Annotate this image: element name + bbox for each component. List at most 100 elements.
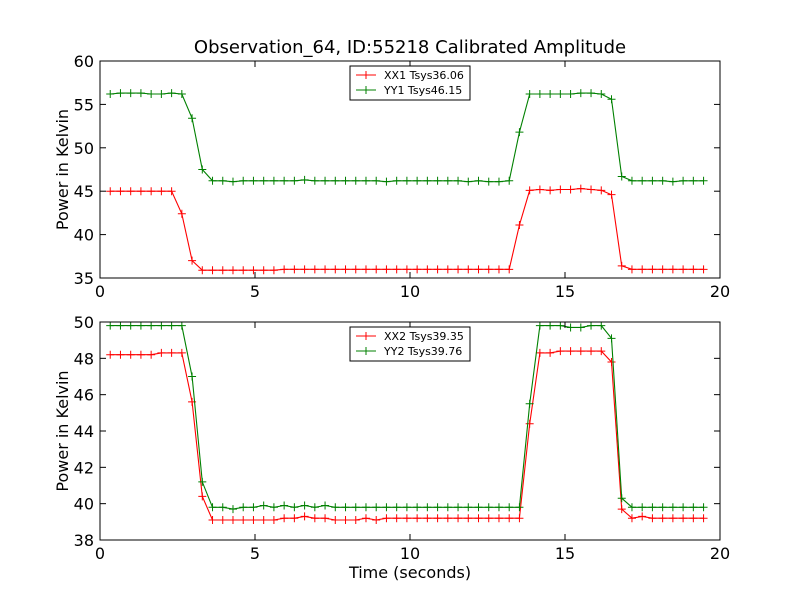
data-point [392, 176, 401, 185]
data-point [351, 503, 360, 512]
data-point [413, 176, 422, 185]
data-point [218, 266, 227, 275]
data-point [351, 176, 360, 185]
legend-entry: YY1 Tsys46.15 [383, 84, 462, 97]
data-point [413, 265, 422, 274]
data-point [699, 503, 708, 512]
legend-entry: XX1 Tsys36.06 [384, 69, 464, 82]
data-point [525, 419, 534, 428]
data-point [484, 177, 493, 186]
data-point [269, 266, 278, 275]
data-point [280, 514, 289, 523]
data-point [310, 514, 319, 523]
data-point [515, 221, 524, 230]
data-point [228, 505, 237, 514]
data-point [331, 265, 340, 274]
data-point [668, 503, 677, 512]
data-point [627, 176, 636, 185]
y-tick-label: 48 [74, 349, 94, 368]
data-point [494, 177, 503, 186]
data-point [228, 266, 237, 275]
legend-marker [362, 71, 370, 79]
data-point [433, 514, 442, 523]
data-point [679, 503, 688, 512]
data-point [157, 89, 166, 98]
data-point [300, 512, 309, 521]
data-point [525, 89, 534, 98]
data-point [147, 321, 156, 330]
data-point [464, 177, 473, 186]
data-point [310, 176, 319, 185]
x-tick-label: 20 [710, 544, 730, 563]
data-point [546, 89, 555, 98]
data-point [218, 516, 227, 525]
data-point [331, 503, 340, 512]
data-point [218, 176, 227, 185]
data-point [464, 503, 473, 512]
data-point [658, 265, 667, 274]
data-point [617, 494, 626, 503]
data-point [321, 501, 330, 510]
x-tick-label: 5 [250, 282, 260, 301]
y-tick-label: 50 [74, 313, 94, 332]
data-point [331, 516, 340, 525]
data-point [300, 501, 309, 510]
data-point [607, 190, 616, 199]
data-point [658, 176, 667, 185]
data-point [249, 176, 258, 185]
data-point [372, 176, 381, 185]
data-point [249, 266, 258, 275]
data-point [464, 265, 473, 274]
y-tick-label: 45 [74, 182, 94, 201]
data-point [699, 514, 708, 523]
data-point [208, 516, 217, 525]
data-point [198, 165, 207, 174]
data-point [638, 503, 647, 512]
data-point [300, 175, 309, 184]
data-point [689, 265, 698, 274]
data-point [617, 261, 626, 270]
legend: XX1 Tsys36.06 YY1 Tsys46.15 [349, 65, 471, 101]
data-point [535, 185, 544, 194]
data-point [443, 176, 452, 185]
x-tick-label: 5 [250, 544, 260, 563]
data-point [443, 265, 452, 274]
data-point [443, 514, 452, 523]
data-point [259, 176, 268, 185]
data-point [167, 187, 176, 196]
data-point [372, 503, 381, 512]
data-point [239, 176, 248, 185]
chart-panel-1: Observation_64, ID:55218 Calibrated Ampl… [53, 37, 730, 301]
data-point [239, 503, 248, 512]
data-point [627, 514, 636, 523]
data-point [351, 265, 360, 274]
data-point [341, 503, 350, 512]
data-point [535, 348, 544, 357]
data-point [484, 503, 493, 512]
data-point [106, 321, 115, 330]
data-point [269, 516, 278, 525]
data-point [474, 265, 483, 274]
data-point [126, 89, 135, 98]
x-tick-label: 15 [555, 282, 575, 301]
data-point [566, 89, 575, 98]
data-point [351, 516, 360, 525]
data-point [361, 514, 370, 523]
data-point [126, 187, 135, 196]
data-point [597, 347, 606, 356]
data-point [515, 128, 524, 137]
data-point [382, 503, 391, 512]
legend-entry: XX2 Tsys39.35 [384, 330, 464, 343]
data-point [106, 350, 115, 359]
data-point [147, 89, 156, 98]
data-point [474, 503, 483, 512]
data-point [188, 256, 197, 265]
data-point [566, 185, 575, 194]
data-point [402, 503, 411, 512]
data-point [607, 95, 616, 104]
data-point [382, 177, 391, 186]
data-point [269, 176, 278, 185]
data-point [259, 266, 268, 275]
data-point [668, 265, 677, 274]
data-point [239, 266, 248, 275]
